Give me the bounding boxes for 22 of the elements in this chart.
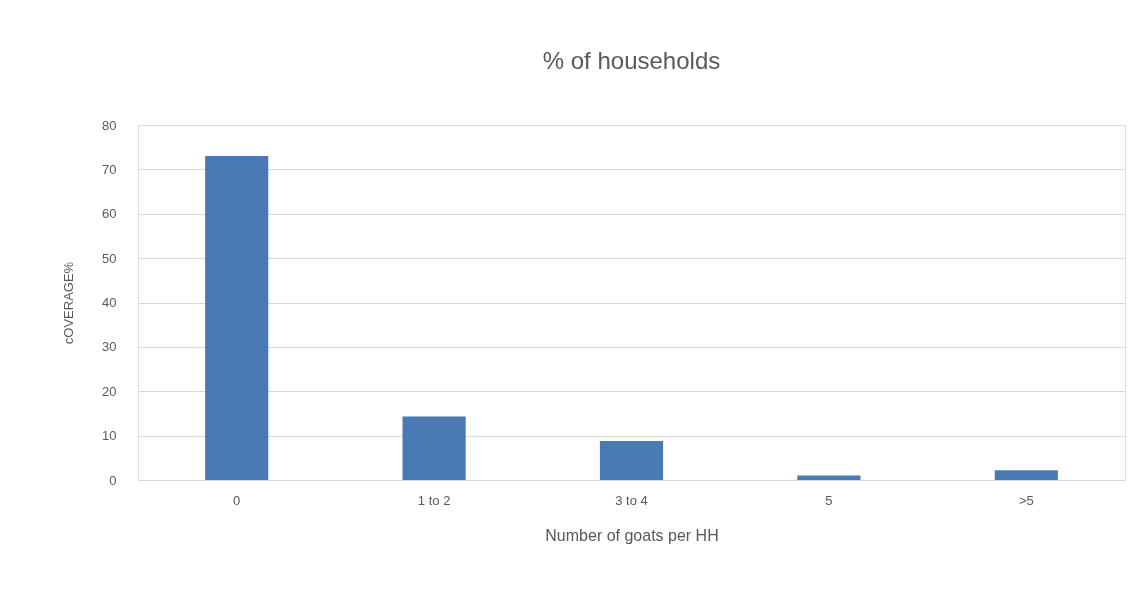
y-tick-label: 30 [102, 339, 117, 355]
y-tick-label: 80 [102, 117, 117, 133]
bar [402, 416, 466, 480]
y-tick-label: 40 [102, 295, 117, 310]
bar [797, 475, 861, 480]
y-tick-label: 0 [109, 472, 117, 488]
bar [599, 440, 664, 480]
y-tick-label: 20 [102, 383, 117, 399]
x-tick-label: >5 [1018, 492, 1034, 508]
x-tick-label: 1 to 2 [417, 492, 451, 508]
x-tick-label: 0 [233, 492, 241, 508]
y-tick-label: 70 [102, 161, 117, 177]
chart-title: % of households [542, 47, 721, 74]
x-axis-title: Number of goats per HH [545, 526, 719, 544]
bar [205, 156, 269, 480]
y-axis-title: cOVERAGE% [61, 261, 77, 345]
y-tick-label: 60 [102, 206, 117, 222]
x-tick-label: 3 to 4 [615, 492, 648, 508]
bar [994, 470, 1058, 480]
y-tick-label: 10 [102, 428, 117, 444]
y-tick-label: 50 [102, 250, 117, 266]
x-tick-label: 5 [825, 492, 833, 508]
